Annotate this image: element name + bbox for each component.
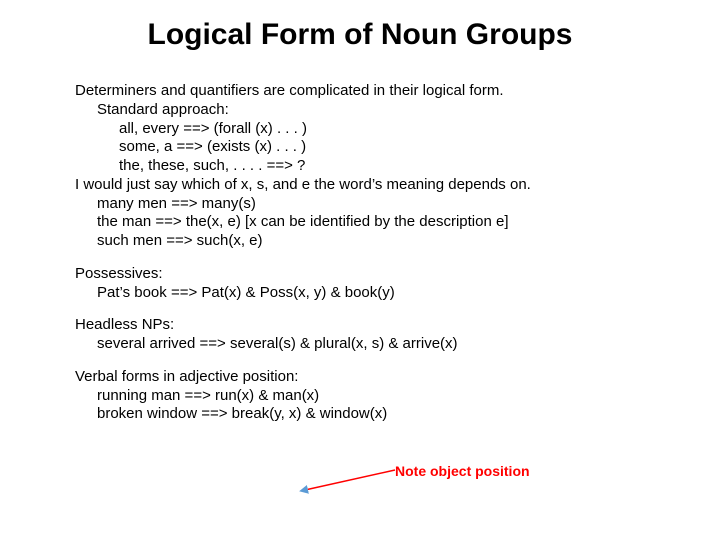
section-headless-nps: Headless NPs: several arrived ==> severa… (75, 316, 645, 354)
text-line: Determiners and quantifiers are complica… (75, 82, 645, 101)
section-possessives: Possessives: Pat’s book ==> Pat(x) & Pos… (75, 265, 645, 303)
arrow-line-icon (305, 470, 395, 490)
section-verbal-forms: Verbal forms in adjective position: runn… (75, 368, 645, 424)
slide: Logical Form of Noun Groups Determiners … (0, 0, 720, 540)
text-line: I would just say which of x, s, and e th… (75, 176, 645, 195)
text-line: all, every ==> (forall (x) . . . ) (75, 120, 645, 139)
text-line: Standard approach: (75, 101, 645, 120)
text-line: the man ==> the(x, e) [x can be identifi… (75, 213, 645, 232)
text-line: broken window ==> break(y, x) & window(x… (75, 405, 645, 424)
text-line: Verbal forms in adjective position: (75, 368, 645, 387)
text-line: Pat’s book ==> Pat(x) & Poss(x, y) & boo… (75, 284, 645, 303)
text-line: such men ==> such(x, e) (75, 232, 645, 251)
text-line: the, these, such, . . . . ==> ? (75, 157, 645, 176)
section-determiners: Determiners and quantifiers are complica… (75, 82, 645, 251)
annotation-note: Note object position (395, 463, 530, 479)
text-line: Possessives: (75, 265, 645, 284)
text-line: running man ==> run(x) & man(x) (75, 387, 645, 406)
text-line: some, a ==> (exists (x) . . . ) (75, 138, 645, 157)
text-line: many men ==> many(s) (75, 195, 645, 214)
annotation-arrow-icon (297, 466, 397, 496)
slide-title: Logical Form of Noun Groups (75, 18, 645, 52)
text-line: several arrived ==> several(s) & plural(… (75, 335, 645, 354)
slide-body: Determiners and quantifiers are complica… (75, 82, 645, 424)
text-line: Headless NPs: (75, 316, 645, 335)
